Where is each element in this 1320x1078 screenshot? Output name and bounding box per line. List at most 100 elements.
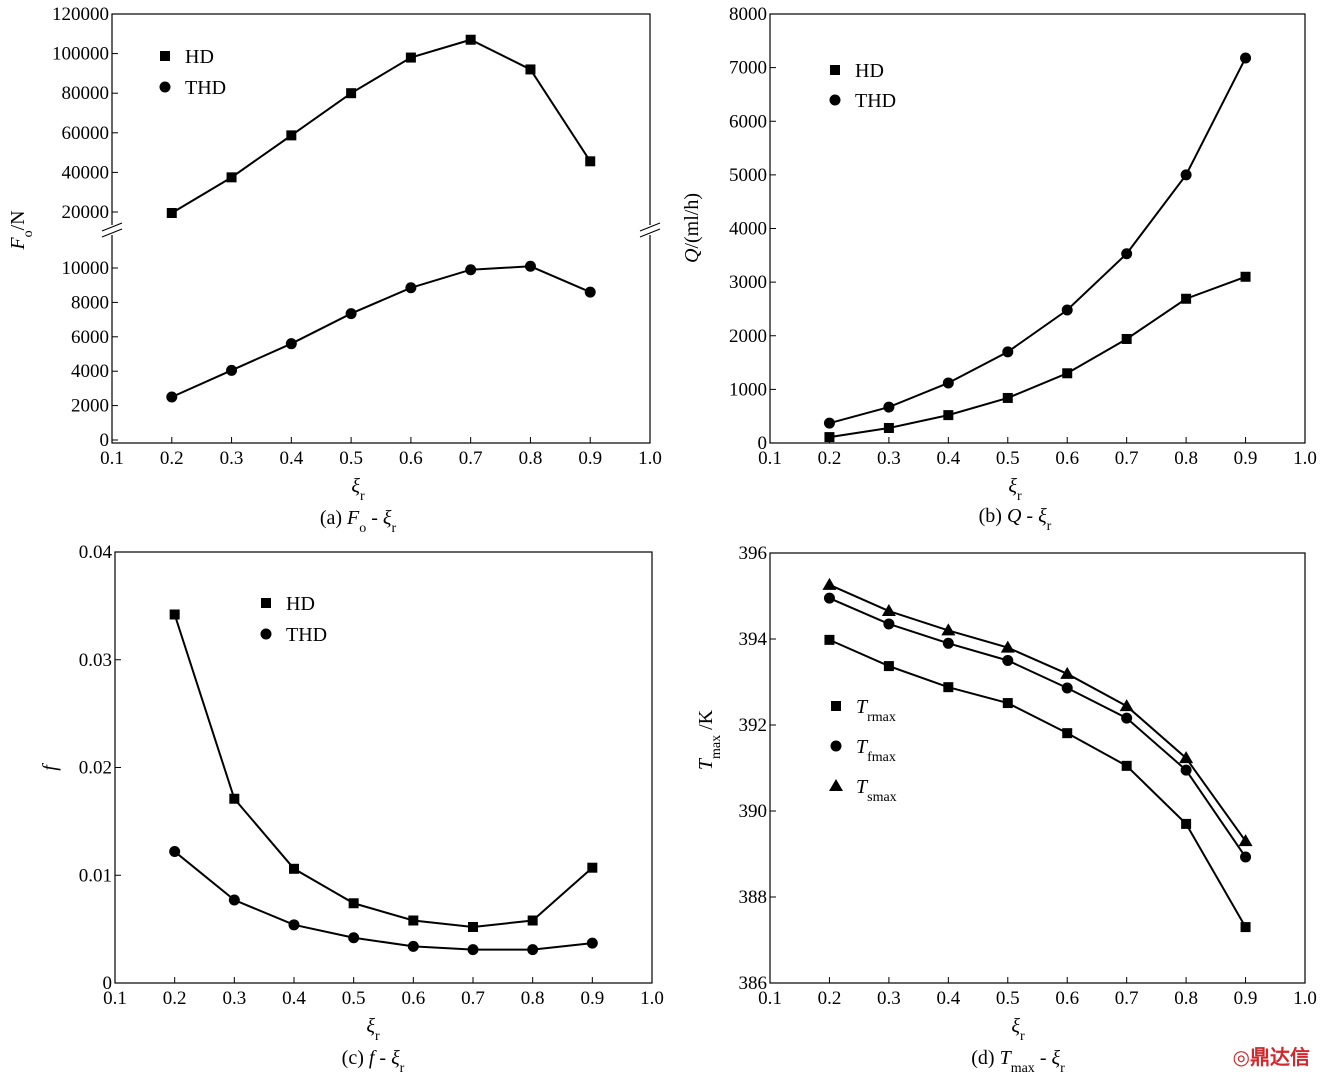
x-tick-label: 0.3 [877,988,901,1009]
data-point [285,338,297,350]
axis-break-gap [648,225,652,235]
axis-break-mark [101,228,123,238]
legend-label-part: T [856,696,869,718]
y-axis-label-part: Q [681,248,703,263]
series-thd [166,260,596,403]
y-tick-label: 60000 [62,123,110,144]
legend-marker [829,94,841,106]
y-tick-label: 2000 [729,326,767,347]
y-axis-label-part: T [695,757,717,770]
y-axis-label-part: /N [7,210,29,230]
data-point [824,634,835,645]
data-point [226,172,237,183]
x-axis-label-part: r [375,1029,380,1044]
y-tick-label: 388 [739,887,768,908]
data-point [824,432,835,443]
data-point [229,793,240,804]
data-point [1180,764,1192,776]
data-point [1119,699,1134,712]
x-tick-label: 0.3 [220,448,244,469]
y-tick-label: 10000 [62,258,110,279]
data-point [883,422,894,433]
y-axis-label-part: /K [695,709,717,735]
panel-caption: (a) Fo - ξr [320,507,397,536]
panel-caption: (b) Q - ξr [979,505,1052,534]
y-tick-label: 5000 [729,165,767,186]
legend-label-part: T [856,736,869,758]
data-point [527,944,539,956]
watermark-text: 鼎达信 [1250,1045,1310,1069]
x-tick-label: 0.1 [100,448,124,469]
panel-caption: (d) Tmax - ξr [971,1047,1065,1076]
data-point [1061,304,1073,316]
data-point [823,592,835,604]
data-point [407,940,419,952]
panel-caption-part: r [392,521,397,536]
x-tick-label: 0.6 [1055,988,1079,1009]
panel-caption-part: (a) [320,507,347,529]
data-point [822,577,837,590]
x-tick-label: 0.4 [279,448,303,469]
panel-caption-part: - [1021,505,1038,527]
x-tick-label: 0.2 [160,448,184,469]
data-point [1181,293,1192,304]
data-point [1179,751,1194,764]
panel-caption-part: (c) [342,1047,369,1069]
x-tick-label: 0.2 [818,988,842,1009]
series-hd [169,609,598,932]
data-point [1062,368,1073,379]
data-point [288,919,300,931]
legend-label: THD [855,90,896,112]
panel-caption-part: r [1047,519,1052,534]
series-tfmax [823,592,1252,863]
data-point [346,88,357,99]
legend-label-part: HD [286,593,315,615]
x-tick-label: 0.9 [1234,448,1258,469]
data-point [467,944,479,956]
data-point [942,377,954,389]
data-point [1240,271,1251,282]
y-tick-label: 390 [739,801,768,822]
data-point [587,862,598,873]
axis-break-mark [101,222,123,232]
x-tick-label: 1.0 [640,988,664,1009]
legend-marker [831,701,841,711]
legend-marker [830,65,840,75]
y-tick-label: 40000 [62,162,110,183]
data-point [1240,851,1252,863]
x-tick-label: 0.8 [519,448,543,469]
data-point [1240,52,1252,64]
legend-label: Tfmax [856,736,896,765]
legend-marker [829,779,843,791]
y-axis-label: Tmax /K [695,709,724,770]
y-tick-label: 0.02 [79,758,112,779]
data-point [1000,640,1015,653]
axis-break-gap [110,225,114,235]
legend-marker [260,628,272,640]
legend-marker [160,51,170,61]
y-tick-label: 0 [103,973,113,994]
y-tick-label: 7000 [729,58,767,79]
series-line [829,275,1246,439]
data-point [584,286,596,298]
data-point [169,609,180,620]
x-tick-label: 0.5 [342,988,366,1009]
legend-marker [159,81,171,93]
y-axis-label-part: max [709,735,724,759]
x-tick-label: 0.8 [521,988,545,1009]
legend-label-part: THD [855,90,896,112]
x-tick-label: 0.1 [758,448,782,469]
x-tick-label: 0.4 [936,988,960,1009]
series-line [829,57,1247,425]
data-point [525,64,536,75]
y-tick-label: 120000 [52,4,109,25]
legend-label-part: THD [185,77,226,99]
legend-label: HD [286,593,315,615]
data-point [408,915,419,926]
data-point [1240,922,1251,933]
data-point [941,623,956,636]
series-line [171,38,592,214]
series-line [171,265,591,398]
y-tick-label: 20000 [62,202,110,223]
data-point [1002,655,1014,666]
